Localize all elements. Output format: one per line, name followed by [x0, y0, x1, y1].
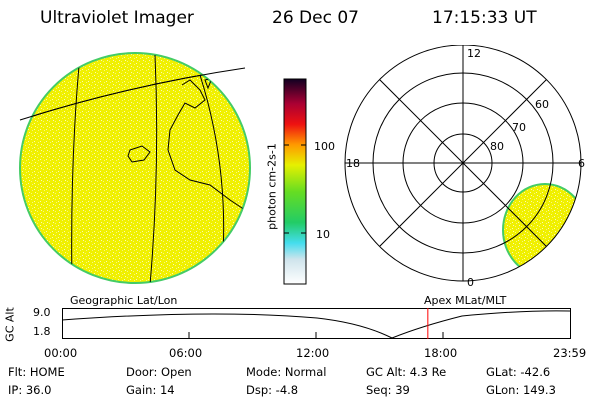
coastline	[167, 79, 246, 211]
polar-plot	[344, 45, 582, 282]
status-glat: GLat: -42.6	[486, 365, 551, 379]
altitude-plot	[62, 308, 571, 339]
colorbar-tick-100: 100	[314, 140, 335, 153]
altitude-ytick-max: 9.0	[33, 306, 51, 319]
time-label: 17:15:33 UT	[432, 8, 537, 28]
mlt-label-6: 6	[578, 157, 585, 170]
auroral-patch	[502, 183, 581, 277]
geographic-image	[19, 52, 251, 284]
altitude-curve	[62, 310, 571, 339]
polar-caption: Apex MLat/MLT	[424, 294, 507, 307]
lat-label-60: 60	[535, 98, 549, 111]
altitude-xtick-1200: 12:00	[296, 346, 330, 360]
altitude-ytick-min: 1.8	[33, 325, 51, 338]
coastline	[127, 145, 151, 163]
altitude-xtick-2359: 23:59	[553, 346, 587, 360]
status-dsp: Dsp: -4.8	[246, 383, 299, 397]
altitude-xtick-1800: 18:00	[424, 346, 458, 360]
lat-label-70: 70	[512, 121, 526, 134]
altitude-ylabel: GC Alt	[3, 307, 17, 342]
geographic-caption: Geographic Lat/Lon	[70, 294, 178, 307]
colorbar	[283, 78, 307, 285]
longitude-line	[71, 54, 81, 283]
status-flt: Flt: HOME	[8, 365, 65, 379]
altitude-xtick-0600: 06:00	[169, 346, 203, 360]
mlt-label-18: 18	[346, 157, 360, 170]
status-seq: Seq: 39	[366, 383, 410, 397]
latitude-line	[19, 67, 246, 121]
status-gc-alt: GC Alt: 4.3 Re	[366, 365, 447, 379]
status-mode: Mode: Normal	[246, 365, 327, 379]
colorbar-label: photon cm-2s-1	[265, 143, 279, 230]
lat-label-80: 80	[490, 140, 504, 153]
altitude-xtick-0000: 00:00	[44, 346, 78, 360]
earth-disk	[19, 52, 251, 284]
instrument-title: Ultraviolet Imager	[40, 8, 194, 28]
mlt-label-12: 12	[467, 47, 481, 60]
status-door: Door: Open	[126, 365, 192, 379]
mlt-label-0: 0	[467, 276, 474, 289]
status-glon: GLon: 149.3	[486, 383, 556, 397]
status-gain: Gain: 14	[126, 383, 175, 397]
date-label: 26 Dec 07	[272, 8, 359, 28]
status-ip: IP: 36.0	[8, 383, 52, 397]
colorbar-tick-10: 10	[316, 228, 330, 241]
